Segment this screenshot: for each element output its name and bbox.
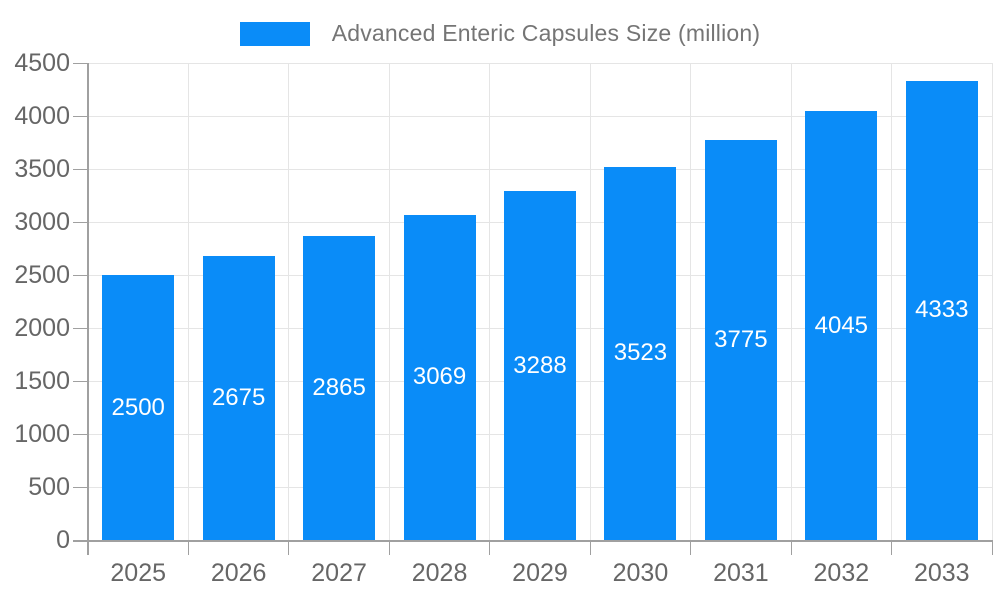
- x-tick-label: 2032: [813, 559, 870, 587]
- gridline-vertical: [388, 63, 390, 540]
- y-tick-mark: [73, 168, 88, 170]
- y-tick-label: 0: [56, 526, 70, 554]
- bar: 4045: [805, 111, 878, 540]
- x-tick-label: 2027: [311, 559, 367, 587]
- y-tick-label: 3000: [14, 208, 70, 236]
- y-tick-mark: [73, 380, 88, 382]
- bar-value-label: 4333: [915, 296, 969, 324]
- bar: 3288: [504, 191, 576, 540]
- gridline-vertical: [690, 63, 692, 540]
- x-tick-mark: [187, 540, 189, 555]
- x-tick-mark: [891, 540, 893, 555]
- gridline-vertical: [589, 63, 591, 540]
- y-tick-label: 1000: [14, 420, 70, 448]
- bar-value-label: 2865: [312, 374, 366, 402]
- legend: Advanced Enteric Capsules Size (million): [0, 20, 1000, 47]
- legend-label: Advanced Enteric Capsules Size (million): [331, 20, 761, 46]
- y-tick-mark: [73, 433, 88, 435]
- x-tick-mark: [388, 540, 390, 555]
- x-tick-mark: [589, 540, 591, 555]
- gridline-vertical: [991, 63, 993, 540]
- x-tick-label: 2025: [110, 559, 167, 587]
- bar-value-label: 3523: [613, 339, 668, 367]
- bar: 3775: [704, 139, 777, 540]
- x-tick-mark: [991, 540, 993, 555]
- y-axis-line: [87, 63, 89, 555]
- gridline-horizontal: [88, 168, 992, 170]
- gridline-horizontal: [88, 115, 992, 117]
- bar-value-label: 3775: [714, 325, 768, 353]
- y-tick-label: 500: [28, 473, 70, 501]
- x-tick-label: 2026: [210, 559, 267, 587]
- x-tick-mark: [690, 540, 692, 555]
- y-tick-label: 2000: [14, 314, 70, 342]
- y-tick-mark: [73, 62, 88, 64]
- gridline-horizontal: [88, 62, 992, 64]
- bar: 2500: [102, 275, 175, 540]
- bar-value-label: 3288: [513, 351, 567, 379]
- bar: 2675: [202, 256, 275, 540]
- gridline-vertical: [489, 63, 491, 540]
- y-tick-mark: [73, 221, 88, 223]
- y-tick-label: 4500: [14, 49, 70, 77]
- x-tick-label: 2031: [713, 559, 769, 587]
- x-tick-mark: [489, 540, 491, 555]
- y-tick-mark: [73, 486, 88, 488]
- legend-swatch: [239, 21, 310, 46]
- y-tick-label: 3500: [14, 155, 70, 183]
- gridline-vertical: [288, 63, 290, 540]
- x-tick-label: 2033: [913, 559, 970, 587]
- bar-value-label: 2675: [211, 384, 266, 412]
- gridline-vertical: [187, 63, 189, 540]
- bar-value-label: 2500: [111, 393, 165, 421]
- bar: 4333: [905, 80, 978, 540]
- y-tick-mark: [73, 115, 88, 117]
- gridline-vertical: [891, 63, 893, 540]
- bar: 3069: [403, 214, 476, 540]
- gridline-vertical: [790, 63, 792, 540]
- bar-value-label: 3069: [412, 363, 467, 391]
- y-tick-label: 4000: [14, 102, 70, 130]
- x-tick-label: 2028: [411, 559, 468, 587]
- x-tick-label: 2030: [612, 559, 669, 587]
- x-tick-mark: [790, 540, 792, 555]
- y-tick-mark: [73, 327, 88, 329]
- y-tick-label: 1500: [14, 367, 70, 395]
- bar: 3523: [604, 166, 677, 540]
- y-tick-mark: [73, 274, 88, 276]
- bar-value-label: 4045: [814, 311, 869, 339]
- x-axis-line: [73, 539, 992, 542]
- y-tick-label: 2500: [14, 261, 70, 289]
- x-tick-mark: [288, 540, 290, 555]
- bar: 2865: [303, 236, 376, 540]
- x-tick-label: 2029: [512, 559, 568, 587]
